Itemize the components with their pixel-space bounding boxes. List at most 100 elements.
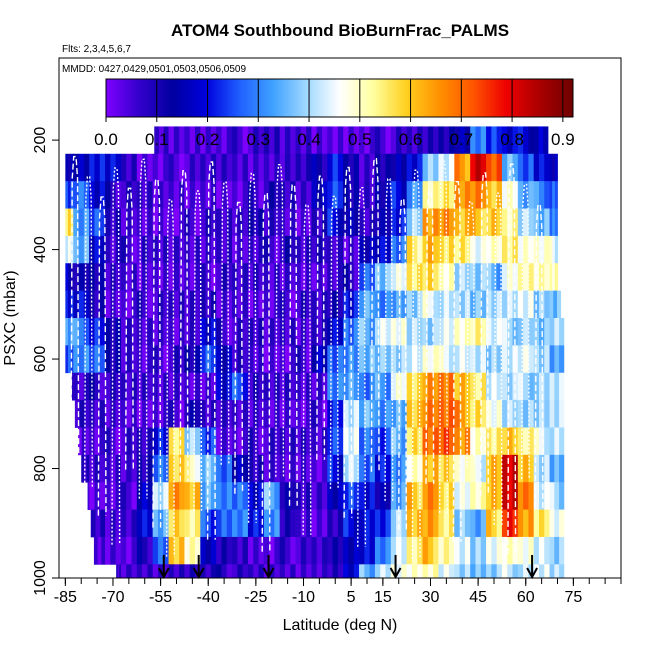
- heatmap-cell: [232, 235, 238, 264]
- heatmap-cell: [454, 427, 460, 456]
- heatmap-cell: [242, 235, 249, 264]
- heatmap-cell: [538, 126, 544, 155]
- heatmap-cell: [195, 509, 201, 538]
- heatmap-cell: [491, 208, 498, 237]
- heatmap-cell: [237, 318, 244, 346]
- heatmap-cell: [205, 536, 212, 565]
- heatmap-cell: [290, 400, 296, 428]
- heatmap-cell: [147, 427, 154, 456]
- heatmap-cell: [538, 536, 545, 565]
- heatmap-cell: [195, 153, 201, 182]
- heatmap-cell: [274, 400, 281, 428]
- heatmap-cell: [417, 427, 423, 456]
- heatmap-cell: [295, 427, 302, 456]
- heatmap-cell: [279, 509, 286, 538]
- heatmap-cell: [332, 427, 339, 456]
- heatmap-cell: [184, 345, 191, 374]
- heatmap-cell: [544, 400, 550, 428]
- heatmap-cell: [284, 181, 291, 209]
- heatmap-cell: [443, 564, 450, 578]
- heatmap-cell: [501, 482, 508, 510]
- heatmap-cell: [73, 290, 79, 319]
- heatmap-cell: [195, 208, 201, 237]
- heatmap-cell: [411, 564, 418, 578]
- heatmap-cell: [110, 208, 117, 237]
- heatmap-cell: [83, 318, 90, 346]
- heatmap-cell: [184, 564, 191, 578]
- heatmap-cell: [327, 427, 333, 456]
- heatmap-cell: [279, 400, 286, 428]
- flight-track: [507, 163, 517, 554]
- heatmap-cell: [116, 564, 119, 578]
- heatmap-cell: [263, 126, 270, 155]
- heatmap-cell: [290, 345, 296, 374]
- heatmap-cell: [290, 208, 296, 237]
- heatmap-cell: [427, 482, 434, 510]
- heatmap-cell: [322, 509, 328, 538]
- heatmap-cell: [115, 482, 122, 510]
- heatmap-cell: [559, 427, 565, 456]
- heatmap-cell: [295, 126, 302, 155]
- heatmap-cell: [131, 536, 138, 565]
- heatmap-cell: [152, 536, 159, 565]
- heatmap-cell: [496, 482, 503, 510]
- heatmap-cell: [120, 181, 127, 209]
- heatmap-cell: [232, 208, 238, 237]
- heatmap-cell: [501, 509, 508, 538]
- heatmap-cell: [311, 181, 318, 209]
- heatmap-cell: [470, 345, 476, 374]
- heatmap-cell: [147, 509, 154, 538]
- heatmap-cell: [411, 509, 418, 538]
- heatmap-cell: [269, 318, 275, 346]
- heatmap-cell: [359, 235, 365, 264]
- heatmap-cell: [269, 454, 275, 483]
- heatmap-cell: [353, 454, 360, 483]
- heatmap-cell: [226, 400, 233, 428]
- heatmap-cell: [242, 427, 249, 456]
- heatmap-cell: [173, 372, 180, 401]
- heatmap-cell: [528, 536, 535, 565]
- heatmap-cell: [147, 290, 154, 319]
- heatmap-cell: [274, 263, 281, 292]
- flight-track: [234, 201, 244, 494]
- heatmap-cell: [491, 126, 498, 155]
- heatmap-cell: [316, 536, 323, 565]
- heatmap-cell: [168, 181, 175, 209]
- heatmap-cell: [157, 153, 164, 182]
- heatmap-cell: [422, 509, 429, 538]
- heatmap-cell: [475, 126, 482, 155]
- heatmap-cell: [110, 509, 117, 538]
- heatmap-cell: [322, 235, 328, 264]
- heatmap-cell: [343, 235, 349, 264]
- heatmap-cell: [152, 345, 159, 374]
- heatmap-cell: [364, 181, 371, 209]
- heatmap-cell: [247, 427, 254, 456]
- heatmap-cell: [374, 372, 381, 401]
- heatmap-cell: [343, 509, 349, 538]
- heatmap-cell: [427, 290, 434, 319]
- chart-subtitle: Flts: 2,3,4,5,6,7: [62, 44, 131, 55]
- heatmap-cell: [306, 482, 312, 510]
- heatmap-cell: [523, 263, 529, 292]
- heatmap-cell: [65, 235, 69, 264]
- heatmap-cell: [179, 564, 185, 578]
- heatmap-cell: [101, 536, 106, 565]
- heatmap-cell: [554, 482, 560, 510]
- heatmap-cell: [390, 235, 397, 264]
- heatmap-cell: [401, 318, 408, 346]
- heatmap-cell: [422, 564, 429, 578]
- heatmap-cell: [348, 536, 355, 565]
- heatmap-cell: [83, 290, 90, 319]
- heatmap-cell: [322, 454, 328, 483]
- heatmap-cell: [322, 318, 328, 346]
- heatmap-cell: [411, 372, 418, 401]
- x-tick-label: 60: [517, 589, 535, 606]
- heatmap-cell: [411, 400, 418, 428]
- heatmap-cell: [475, 153, 482, 182]
- heatmap-cell: [417, 263, 423, 292]
- heatmap-cell: [247, 400, 254, 428]
- heatmap-cell: [221, 181, 228, 209]
- heatmap-cell: [152, 153, 159, 182]
- heatmap-cell: [105, 427, 111, 456]
- heatmap-cell: [549, 290, 554, 319]
